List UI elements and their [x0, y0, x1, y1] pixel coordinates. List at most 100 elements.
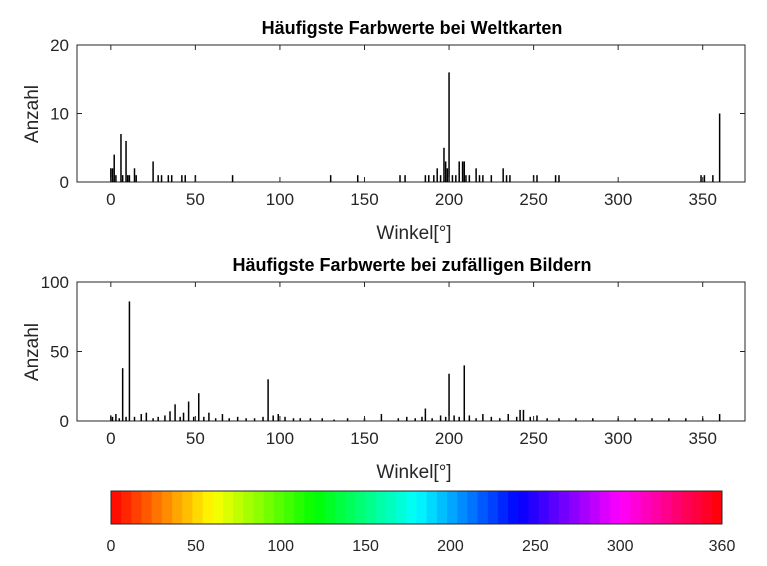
x-axis-label: Winkel[°]	[376, 462, 451, 483]
plot-area	[76, 281, 746, 422]
x-tick-label: 0	[106, 190, 115, 209]
colorbar-segment	[579, 491, 591, 524]
y-tick-label: 100	[41, 273, 69, 292]
colorbar-segment	[233, 491, 244, 524]
colorbar-segment	[569, 491, 580, 524]
colorbar-tick-label: 100	[267, 538, 294, 555]
x-tick-label: 0	[106, 429, 115, 448]
x-tick-label: 300	[604, 429, 632, 448]
colorbar-segment	[141, 491, 153, 524]
colorbar-tick-label: 360	[709, 538, 736, 555]
hue-colorbar: 0 50 100 150 200 250 300 360	[107, 490, 736, 555]
colorbar-segment	[121, 491, 132, 524]
colorbar-segment	[589, 491, 601, 524]
colorbar-segment	[253, 491, 265, 524]
y-axis: 0 10 20	[50, 36, 745, 192]
colorbar-segment	[243, 491, 254, 524]
y-axis-label: Anzahl	[22, 85, 43, 143]
colorbar-segment	[447, 491, 458, 524]
colorbar-ticks: 0 50 100 150 200 250 300 360	[107, 538, 736, 555]
colorbar-segment	[385, 491, 397, 524]
colorbar-segment	[518, 491, 529, 524]
colorbar-segment	[263, 491, 275, 524]
x-tick-label: 100	[266, 429, 294, 448]
colorbar-segment	[630, 491, 641, 524]
y-tick-label: 0	[60, 173, 69, 192]
colorbar-segment	[355, 491, 366, 524]
colorbar-segment	[314, 491, 326, 524]
colorbar-segment	[284, 491, 295, 524]
colorbar-segment	[335, 491, 346, 524]
colorbar-segment	[528, 491, 540, 524]
colorbar-segment	[609, 491, 621, 524]
colorbar-segment	[640, 491, 652, 524]
colorbar-segment	[161, 491, 173, 524]
x-tick-label: 200	[435, 429, 463, 448]
colorbar-segment	[691, 491, 703, 524]
colorbar-segment	[671, 491, 682, 524]
x-axis-label: Winkel[°]	[376, 223, 451, 244]
colorbar-tick-label: 300	[607, 538, 634, 555]
colorbar-segment	[192, 491, 204, 524]
colorbar-segment	[273, 491, 285, 524]
y-tick-label: 20	[50, 36, 69, 55]
y-tick-label: 0	[60, 412, 69, 431]
colorbar-segment	[223, 491, 234, 524]
colorbar-segment	[599, 491, 611, 524]
y-axis: 0 50 100	[41, 273, 745, 431]
x-tick-label: 50	[186, 190, 205, 209]
colorbar-segment	[487, 491, 499, 524]
colorbar-segment	[324, 491, 336, 524]
colorbar-segment	[375, 491, 387, 524]
x-tick-label: 350	[689, 190, 717, 209]
colorbar-tick-label: 0	[107, 538, 116, 555]
chart-title: Häufigste Farbwerte bei Weltkarten	[262, 18, 563, 38]
colorbar-segment	[365, 491, 377, 524]
colorbar-segment	[548, 491, 560, 524]
colorbar-segment	[457, 491, 468, 524]
colorbar-segment	[212, 491, 224, 524]
x-tick-label: 250	[519, 190, 547, 209]
x-tick-label: 200	[435, 190, 463, 209]
colorbar-segment	[294, 491, 305, 524]
x-tick-label: 250	[519, 429, 547, 448]
y-tick-label: 10	[50, 105, 69, 124]
colorbar-frame	[110, 490, 723, 525]
colorbar-segment	[538, 491, 550, 524]
colorbar-segment	[559, 491, 570, 524]
x-tick-label: 50	[186, 429, 205, 448]
colorbar-segment	[681, 491, 692, 524]
colorbar-segment	[202, 491, 214, 524]
x-tick-label: 350	[689, 429, 717, 448]
colorbar-segments	[111, 491, 723, 524]
chart-title: Häufigste Farbwerte bei zufälligen Bilde…	[232, 255, 591, 275]
colorbar-segment	[406, 491, 417, 524]
colorbar-tick-label: 150	[352, 538, 379, 555]
colorbar-tick-label: 200	[437, 538, 464, 555]
colorbar-tick-label: 50	[187, 538, 205, 555]
chart-zufaellige-bilder: Häufigste Farbwerte bei zufälligen Bilde…	[22, 255, 746, 483]
chart-weltkarten: Häufigste Farbwerte bei Weltkarten 0 10 20…	[22, 18, 746, 244]
colorbar-segment	[131, 491, 142, 524]
colorbar-segment	[620, 491, 631, 524]
colorbar-segment	[304, 491, 316, 524]
colorbar-tick-label: 250	[522, 538, 549, 555]
colorbar-segment	[436, 491, 448, 524]
colorbar-segment	[416, 491, 428, 524]
x-tick-label: 150	[350, 190, 378, 209]
colorbar-segment	[345, 491, 356, 524]
colorbar-segment	[497, 491, 509, 524]
colorbar-segment	[508, 491, 519, 524]
x-tick-label: 100	[266, 190, 294, 209]
colorbar-segment	[182, 491, 193, 524]
colorbar-segment	[467, 491, 478, 524]
x-axis: 0 50 100 150 200 250 300 350	[106, 282, 717, 448]
colorbar-segment	[396, 491, 407, 524]
x-tick-label: 300	[604, 190, 632, 209]
colorbar-segment	[650, 491, 662, 524]
colorbar-segment	[477, 491, 489, 524]
x-axis: 0 50 100 150 200 250 300 350	[106, 45, 717, 209]
y-axis-label: Anzahl	[22, 323, 43, 381]
colorbar-segment	[172, 491, 183, 524]
